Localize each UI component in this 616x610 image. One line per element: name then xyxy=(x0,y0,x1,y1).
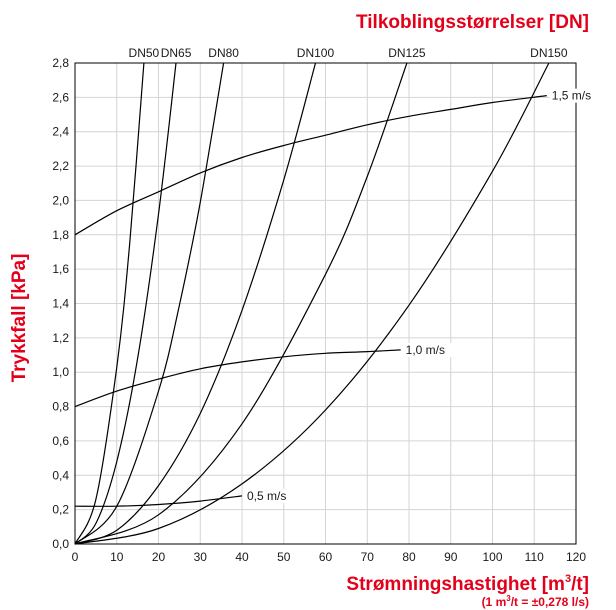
dn-label-dn125: DN125 xyxy=(388,46,426,60)
velocity-line xyxy=(74,495,243,507)
x-tick-label: 70 xyxy=(361,550,375,564)
dn-label-dn65: DN65 xyxy=(161,46,192,60)
velocity-label-bg xyxy=(549,88,600,103)
y-tick-label: 1,0 xyxy=(52,365,69,379)
y-tick-label: 1,2 xyxy=(52,331,69,345)
velocity-label: 1,5 m/s xyxy=(552,89,591,103)
dn-label-dn150: DN150 xyxy=(530,46,568,60)
x-tick-label: 0 xyxy=(72,550,79,564)
dn-labels: DN50 DN65 DN80 DN100 DN125 DN150 xyxy=(129,46,568,60)
x-tick-label: 30 xyxy=(194,550,208,564)
y-axis-ticks: 0,0 0,2 0,4 0,6 0,8 1,0 1,2 1,4 1,6 1,8 2,0 2,2 2,4 2… xyxy=(52,56,69,551)
y-axis-label: Trykkfall [kPa] xyxy=(9,254,30,383)
x-tick-label: 120 xyxy=(566,550,586,564)
y-tick-label: 2,4 xyxy=(52,125,69,139)
velocity-label-bg xyxy=(403,342,454,357)
y-tick-label: 1,6 xyxy=(52,262,69,276)
x-axis-label: Strømningshastighet [m3/t] xyxy=(346,573,589,595)
velocity-line xyxy=(74,349,401,408)
x-axis-ticks: 0 10 20 30 40 50 60 70 80 90 100 110 120 xyxy=(72,550,587,564)
velocity-lines xyxy=(74,95,547,507)
dn-curve-dn65 xyxy=(74,62,177,545)
dn-label-dn100: DN100 xyxy=(297,46,335,60)
x-tick-label: 60 xyxy=(319,550,333,564)
x-tick-label: 40 xyxy=(235,550,249,564)
y-tick-label: 0,2 xyxy=(52,503,69,517)
x-tick-label: 50 xyxy=(277,550,291,564)
dn-label-dn50: DN50 xyxy=(129,46,160,60)
dn-curve-dn125 xyxy=(74,62,408,545)
y-tick-label: 0,0 xyxy=(52,537,69,551)
dn-label-dn80: DN80 xyxy=(208,46,239,60)
y-tick-label: 2,6 xyxy=(52,90,69,104)
dn-curve-dn50 xyxy=(74,62,145,545)
x-tick-label: 110 xyxy=(525,550,544,564)
velocity-label: 1,0 m/s xyxy=(406,343,445,357)
x-tick-label: 100 xyxy=(482,550,502,564)
plot-frame xyxy=(74,62,577,545)
velocity-label: 0,5 m/s xyxy=(247,489,286,503)
dn-curve-dn100 xyxy=(74,62,317,545)
y-tick-label: 1,4 xyxy=(52,297,69,311)
x-tick-label: 90 xyxy=(444,550,458,564)
chart-title: Tilkoblingsstørrelser [DN] xyxy=(356,12,589,33)
y-tick-label: 0,6 xyxy=(52,434,69,448)
dn-curve-dn150 xyxy=(74,62,550,545)
x-tick-label: 80 xyxy=(402,550,416,564)
y-tick-label: 0,4 xyxy=(52,468,69,482)
x-axis-note: (1 m3/t = ±0,278 l/s) xyxy=(482,594,589,609)
y-tick-label: 0,8 xyxy=(52,400,69,414)
velocity-line xyxy=(74,95,547,236)
velocity-labels: 1,5 m/s 1,0 m/s 0,5 m/s xyxy=(245,88,600,503)
y-tick-label: 2,2 xyxy=(52,159,69,173)
y-tick-label: 2,0 xyxy=(52,193,69,207)
velocity-label-bg xyxy=(245,488,295,503)
x-tick-label: 20 xyxy=(152,550,166,564)
y-tick-label: 1,8 xyxy=(52,228,69,242)
y-tick-label: 2,8 xyxy=(52,56,69,70)
x-tick-label: 10 xyxy=(110,550,124,564)
